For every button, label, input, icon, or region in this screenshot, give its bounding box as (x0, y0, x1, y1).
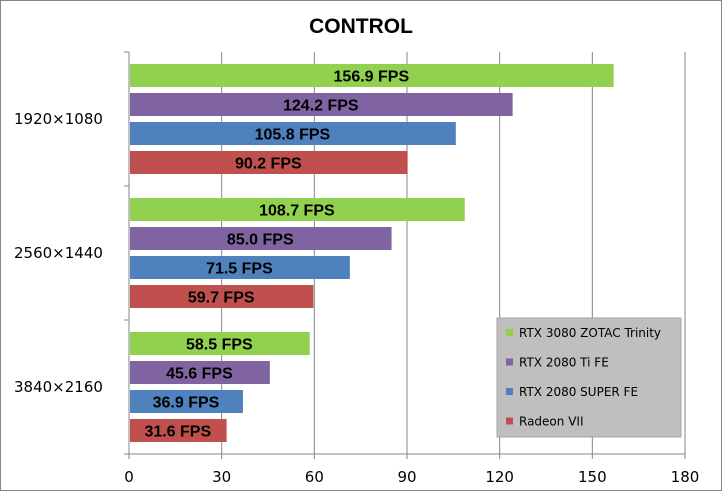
data-label: 124.2 FPS (283, 98, 359, 115)
bar (130, 122, 456, 145)
data-label: 31.6 FPS (144, 424, 211, 441)
bar (130, 93, 513, 116)
legend-label: RTX 2080 Ti FE (519, 356, 609, 370)
bar (130, 390, 243, 413)
x-tick-label: 150 (578, 468, 607, 486)
x-tick-label: 60 (305, 468, 324, 486)
x-tick-label: 180 (671, 468, 700, 486)
chart-title: CONTROL (309, 15, 413, 38)
data-label: 59.7 FPS (188, 290, 255, 307)
data-label: 58.5 FPS (186, 337, 253, 354)
data-label: 156.9 FPS (334, 69, 410, 86)
data-label: 85.0 FPS (227, 232, 294, 249)
data-label: 45.6 FPS (166, 366, 233, 383)
data-label: 90.2 FPS (235, 156, 302, 173)
data-labels: 156.9 FPS 124.2 FPS 105.8 FPS 90.2 FPS 108.7… (144, 69, 409, 441)
x-tick-label: 30 (212, 468, 231, 486)
legend-label: RTX 3080 ZOTAC Trinity (519, 326, 661, 340)
legend: RTX 3080 ZOTAC Trinity RTX 2080 Ti FE RTX … (496, 317, 682, 438)
category-label: 3840×2160 (14, 378, 103, 396)
bar (130, 285, 314, 308)
bar (130, 419, 227, 442)
bar (130, 64, 614, 87)
x-tick-label: 120 (485, 468, 514, 486)
data-label: 105.8 FPS (255, 127, 331, 144)
data-label: 36.9 FPS (153, 395, 220, 412)
bar (130, 198, 465, 221)
x-tick-label: 0 (124, 468, 134, 486)
x-tick-label: 90 (397, 468, 416, 486)
axes (124, 51, 686, 459)
gridlines (221, 52, 686, 454)
data-label: 108.7 FPS (259, 203, 335, 220)
bar (130, 361, 270, 384)
category-label: 2560×1440 (14, 244, 103, 262)
legend-box (496, 317, 682, 438)
bar (130, 332, 310, 355)
legend-label: RTX 2080 SUPER FE (519, 385, 638, 399)
legend-swatch (506, 358, 513, 366)
legend-swatch (506, 329, 513, 336)
bars (130, 64, 614, 442)
bar (130, 256, 350, 279)
data-label: 71.5 FPS (206, 261, 273, 278)
x-tick-labels: 0 30 60 90 120 150 180 (124, 468, 699, 486)
bar (130, 227, 392, 250)
bar (130, 151, 408, 174)
category-label: 1920×1080 (14, 110, 103, 128)
category-labels: 1920×1080 2560×1440 3840×2160 (14, 110, 103, 396)
legend-swatch (506, 388, 513, 395)
legend-label: Radeon VII (519, 415, 583, 429)
legend-swatch (506, 417, 513, 425)
